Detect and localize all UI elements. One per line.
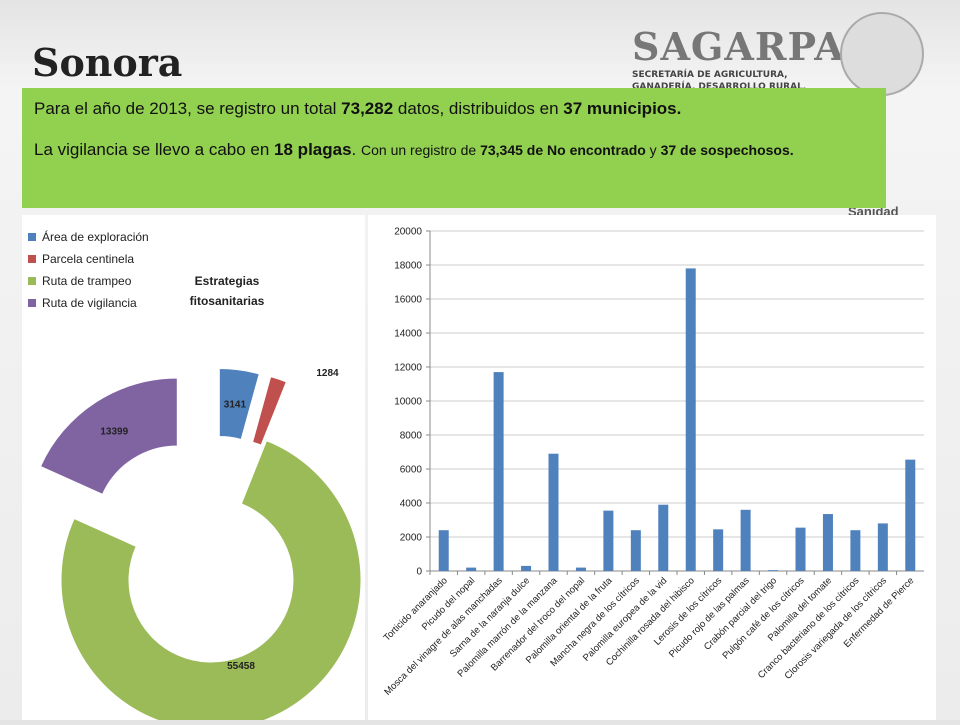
bar-panel: 0 2000 4000 6000 8000 10000 12000 14000 16000 180… [368, 215, 936, 720]
bar [768, 570, 779, 571]
bar [877, 523, 888, 571]
run: 73,282 [341, 99, 394, 118]
run: 73,345 de No encontrado [480, 142, 646, 158]
data-label: 3141 [224, 400, 247, 411]
run: La vigilancia se llevo a cabo en [34, 140, 275, 159]
legend-swatch [28, 255, 36, 263]
x-tick-label: Cranco bacteriano de los cítricos [756, 575, 862, 681]
y-tick-label: 18000 [394, 261, 422, 272]
y-tick-label: 12000 [394, 363, 422, 374]
seal [840, 12, 924, 96]
x-tick-label: Palomilla marrón de la manzana [456, 575, 561, 680]
data-label: 1284 [316, 368, 339, 379]
donut-segment [251, 376, 287, 446]
bar [658, 504, 669, 571]
bar [521, 565, 532, 571]
data-label: 55458 [227, 661, 255, 672]
bar-chart: 0 2000 4000 6000 8000 10000 12000 14000 16000 180… [382, 227, 924, 698]
bar [822, 514, 833, 571]
y-tick-label: 0 [416, 567, 422, 578]
y-tick-label: 6000 [400, 465, 423, 476]
donut-chart: Área de exploración Parcela centinela Ruta… [28, 229, 362, 720]
run: 18 plagas [274, 140, 352, 159]
run: Con un registro de [361, 142, 481, 158]
y-tick-label: 4000 [400, 499, 423, 510]
bar [795, 527, 806, 571]
legend-swatch [28, 233, 36, 241]
legend-swatch [28, 277, 36, 285]
y-tick-label: 20000 [394, 227, 422, 238]
legend-swatch [28, 299, 36, 307]
bar [575, 567, 586, 571]
run: . [351, 140, 361, 159]
logo-name: SAGARPA [632, 24, 845, 69]
run: datos, distribuidos en [393, 99, 564, 118]
logo-sub: SECRETARÍA DE AGRICULTURA, [632, 70, 788, 80]
bar [466, 567, 477, 571]
run: 37 de sospechosos. [660, 142, 794, 158]
bar [438, 530, 449, 571]
chart-title: Estrategias fitosanitarias [189, 274, 265, 308]
data-label: 13399 [100, 427, 128, 438]
legend-label: Parcela centinela [42, 252, 134, 266]
logo: SAGARPA SECRETARÍA DE AGRICULTURA, GANAD… [632, 24, 845, 93]
paragraph: Para el año de 2013, se registro un tota… [34, 96, 874, 121]
y-tick-label: 10000 [394, 397, 422, 408]
y-tick-label: 2000 [400, 533, 423, 544]
bar [548, 453, 559, 571]
logo-sub: GANADERÍA, DESARROLLO RURAL, [632, 82, 807, 92]
bar [713, 529, 724, 571]
bar [685, 268, 696, 571]
bar [850, 530, 861, 571]
y-tick-label: 14000 [394, 329, 422, 340]
paragraph: La vigilancia se llevo a cabo en 18 plag… [34, 137, 874, 163]
run: y [645, 142, 661, 158]
donut-segment [39, 377, 178, 496]
bar [630, 530, 641, 571]
legend-label: Área de exploración [42, 229, 149, 244]
legend-label: Ruta de trampeo [42, 274, 132, 288]
bar [905, 459, 916, 571]
slide-title: Sonora [32, 40, 183, 85]
run: Para el año de 2013, se registro un tota… [34, 99, 342, 118]
legend-label: Ruta de vigilancia [42, 296, 137, 310]
donut-segment [218, 368, 260, 441]
y-tick-label: 8000 [400, 431, 423, 442]
bar [603, 510, 614, 571]
x-tick-label: Mosca del vinagre de alas manchadas [382, 575, 505, 698]
donut-panel: Estrategias fitosanitarias Área de explo… [22, 215, 365, 720]
y-tick-label: 16000 [394, 295, 422, 306]
text-box: Para el año de 2013, se registro un tota… [22, 88, 886, 208]
donut-segment [60, 440, 362, 720]
bar [740, 509, 751, 571]
bar [493, 372, 504, 571]
run: 37 municipios. [563, 99, 682, 118]
